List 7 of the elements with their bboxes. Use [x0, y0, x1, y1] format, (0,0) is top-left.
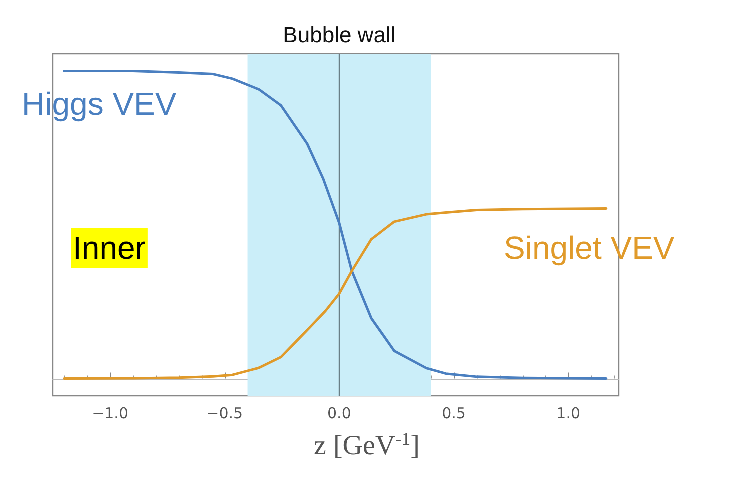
band-label: Bubble wall	[283, 22, 396, 48]
annotation: Inner	[73, 230, 146, 266]
x-tick-label: −0.5	[206, 404, 244, 422]
x-tick-label: 0.5	[442, 404, 466, 422]
x-tick-label: −1.0	[92, 404, 129, 422]
x-tick-label: 1.0	[556, 404, 581, 422]
x-tick-label: 0.0	[328, 404, 352, 422]
